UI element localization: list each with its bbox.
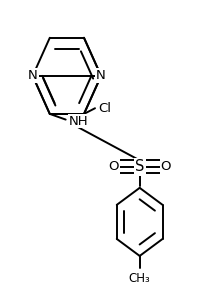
Text: S: S [135, 159, 144, 174]
Text: O: O [161, 160, 171, 173]
Text: N: N [96, 69, 106, 82]
Text: N: N [28, 69, 38, 82]
Text: O: O [108, 160, 119, 173]
Text: Cl: Cl [98, 102, 111, 115]
Text: CH₃: CH₃ [129, 272, 151, 285]
Text: NH: NH [69, 115, 89, 128]
